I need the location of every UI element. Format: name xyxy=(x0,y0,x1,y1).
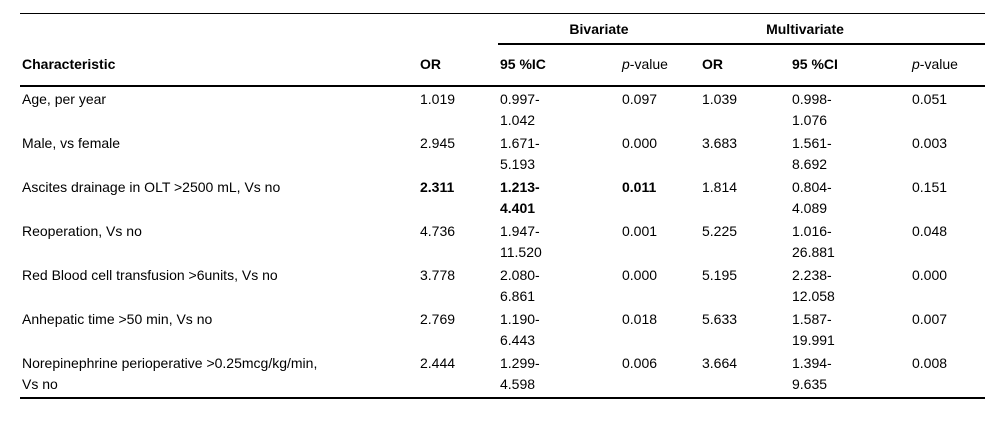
col-header-or-multivariate: OR xyxy=(700,44,790,87)
cell-multivariate-or: 1.039 xyxy=(702,91,738,107)
col-header-ci-bivariate: 95 %IC xyxy=(498,44,620,87)
cell-bivariate-or: 2.444 xyxy=(418,351,498,399)
cell-multivariate-pvalue: 0.008 xyxy=(910,351,985,399)
cell-bivariate-ci: 1.671- 5.193 xyxy=(500,135,540,172)
pvalue-rest: -value xyxy=(919,56,958,72)
cell-multivariate-or: 5.633 xyxy=(702,311,738,327)
cell-bivariate-or: 2.769 xyxy=(420,311,456,327)
group-header-multivariate: Multivariate xyxy=(700,13,910,45)
cell-bivariate-pvalue: 0.006 xyxy=(620,351,700,399)
cell-bivariate-ci: 1.190- 6.443 xyxy=(500,311,540,348)
cell-characteristic: Anhepatic time >50 min, Vs no xyxy=(22,311,213,327)
cell-characteristic: Ascites drainage in OLT >2500 mL, Vs no xyxy=(22,179,281,195)
cell-bivariate-or: 2.945 xyxy=(420,135,456,151)
group-header-rule xyxy=(910,13,985,45)
cell-bivariate-pvalue: 0.001 xyxy=(622,223,658,239)
cell-multivariate-or: 1.814 xyxy=(702,179,738,195)
cell-characteristic: Reoperation, Vs no xyxy=(22,223,142,239)
cell-multivariate-or: 5.195 xyxy=(702,267,738,283)
cell-multivariate-ci: 0.804- 4.089 xyxy=(792,179,832,216)
cell-bivariate-pvalue: 0.000 xyxy=(622,267,658,283)
document-page: Bivariate Multivariate Characteristic OR… xyxy=(0,13,1000,424)
cell-multivariate-or: 5.225 xyxy=(702,223,738,239)
cell-multivariate-ci: 0.998- 1.076 xyxy=(792,91,832,128)
cell-multivariate-pvalue: 0.151 xyxy=(912,179,948,195)
cell-multivariate-or: 3.683 xyxy=(702,135,738,151)
cell-bivariate-ci: 2.080- 6.861 xyxy=(500,267,540,304)
col-header-pvalue-bivariate: p-value xyxy=(620,44,700,87)
cell-bivariate-or: 1.019 xyxy=(420,91,456,107)
table-row: Norepinephrine perioperative >0.25mcg/kg… xyxy=(20,351,985,399)
cell-characteristic: Red Blood cell transfusion >6units, Vs n… xyxy=(22,267,278,283)
cell-bivariate-or: 4.736 xyxy=(420,223,456,239)
group-header-bivariate: Bivariate xyxy=(498,13,700,45)
pvalue-p-letter: p xyxy=(912,56,920,72)
col-header-ci-multivariate: 95 %CI xyxy=(790,44,910,87)
cell-multivariate-ci: 1.016- 26.881 xyxy=(792,223,835,260)
pvalue-p-letter: p xyxy=(622,56,630,72)
cell-bivariate-ci: 1.213- 4.401 xyxy=(500,179,540,216)
cell-multivariate-ci: 1.394- 9.635 xyxy=(790,351,910,399)
cell-bivariate-pvalue: 0.011 xyxy=(622,179,657,195)
table-row: Age, per year 1.019 0.997- 1.042 0.097 1… xyxy=(20,86,985,131)
cell-characteristic: Age, per year xyxy=(22,91,107,107)
cell-multivariate-pvalue: 0.000 xyxy=(912,267,948,283)
pvalue-rest: -value xyxy=(629,56,668,72)
table-row: Male, vs female 2.945 1.671- 5.193 0.000… xyxy=(20,131,985,175)
cell-multivariate-ci: 2.238- 12.058 xyxy=(792,267,835,304)
cell-bivariate-ci: 0.997- 1.042 xyxy=(500,91,540,128)
cell-characteristic: Norepinephrine perioperative >0.25mcg/kg… xyxy=(20,351,418,399)
cell-multivariate-pvalue: 0.051 xyxy=(912,91,948,107)
cell-bivariate-pvalue: 0.000 xyxy=(622,135,658,151)
table-row: Anhepatic time >50 min, Vs no 2.769 1.19… xyxy=(20,307,985,351)
cell-multivariate-ci: 1.561- 8.692 xyxy=(792,135,832,172)
col-header-or-bivariate: OR xyxy=(418,44,498,87)
cell-multivariate-or: 3.664 xyxy=(700,351,790,399)
cell-bivariate-ci: 1.947- 11.520 xyxy=(500,223,542,260)
column-header-row: Characteristic OR 95 %IC p-value OR 95 %… xyxy=(20,44,985,87)
table-row: Reoperation, Vs no 4.736 1.947- 11.520 0… xyxy=(20,219,985,263)
table-row: Red Blood cell transfusion >6units, Vs n… xyxy=(20,263,985,307)
cell-multivariate-pvalue: 0.007 xyxy=(912,311,948,327)
cell-bivariate-pvalue: 0.097 xyxy=(622,91,658,107)
table-row-highlighted: Ascites drainage in OLT >2500 mL, Vs no … xyxy=(20,175,985,219)
regression-results-table: Bivariate Multivariate Characteristic OR… xyxy=(20,13,985,399)
group-header-spacer xyxy=(20,14,498,45)
cell-multivariate-ci: 1.587- 19.991 xyxy=(792,311,835,348)
cell-multivariate-pvalue: 0.003 xyxy=(912,135,948,151)
cell-bivariate-or: 2.311 xyxy=(420,179,455,195)
cell-bivariate-ci: 1.299- 4.598 xyxy=(498,351,620,399)
cell-multivariate-pvalue: 0.048 xyxy=(912,223,948,239)
cell-characteristic: Male, vs female xyxy=(22,135,121,151)
cell-bivariate-pvalue: 0.018 xyxy=(622,311,658,327)
col-header-characteristic: Characteristic xyxy=(20,44,418,87)
group-header-row: Bivariate Multivariate xyxy=(20,13,985,45)
col-header-pvalue-multivariate: p-value xyxy=(910,44,985,87)
cell-bivariate-or: 3.778 xyxy=(420,267,456,283)
